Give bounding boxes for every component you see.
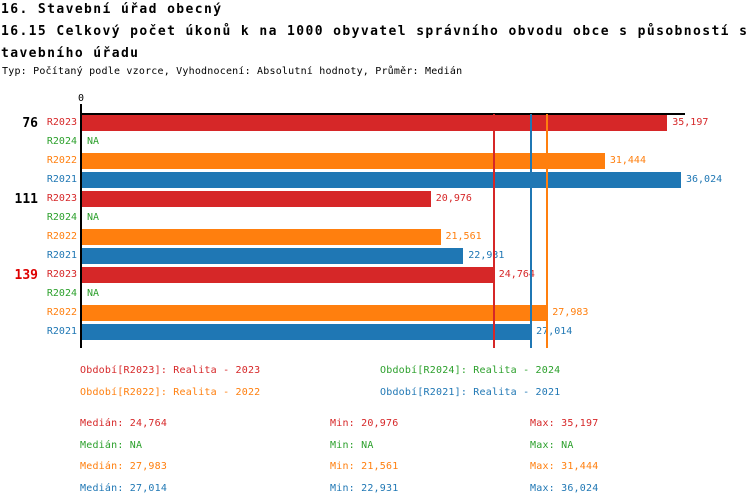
stat-min-r2023: Min: 20,976 [330,418,399,429]
series-row-label: R2023 [46,117,77,128]
stat-min-r2022: Min: 21,561 [330,461,399,472]
series-row-label: R2024 [46,288,77,299]
bar-r2022 [82,305,548,321]
series-row-label: R2021 [46,174,77,185]
bar-r2021 [82,248,464,264]
median-line-r2021 [530,114,533,348]
stat-median-r2022: Medián: 27,983 [80,461,168,472]
series-row-label: R2024 [46,212,77,223]
group-number: 111 [14,192,38,207]
median-line-r2022 [546,114,549,348]
series-row-label: R2022 [46,155,77,166]
bar-value-label: 27,014 [536,326,573,337]
stat-median-r2021: Medián: 27,014 [80,483,168,494]
bar-value-label: 22,931 [468,250,505,261]
bar-value-label: 36,024 [686,174,723,185]
bar-value-label: 27,983 [552,307,589,318]
series-row-label: R2021 [46,250,77,261]
legend-item-r2024: Období[R2024]: Realita - 2024 [380,365,561,376]
series-row-label: R2021 [46,326,77,337]
na-value-label: NA [87,212,100,223]
bar-r2021 [82,324,532,340]
bar-value-label: 35,197 [672,117,709,128]
series-row-label: R2023 [46,269,77,280]
legend-item-r2022: Období[R2022]: Realita - 2022 [80,387,261,398]
stat-min-r2021: Min: 22,931 [330,483,399,494]
legend-item-r2023: Období[R2023]: Realita - 2023 [80,365,261,376]
legend-item-r2021: Období[R2021]: Realita - 2021 [380,387,561,398]
na-value-label: NA [87,288,100,299]
stat-median-r2024: Medián: NA [80,440,143,451]
x-axis-line [81,113,685,115]
stat-max-r2021: Max: 36,024 [530,483,599,494]
bar-r2022 [82,153,605,169]
bar-value-label: 24,764 [498,269,535,280]
bar-r2023 [82,191,431,207]
stat-max-r2023: Max: 35,197 [530,418,599,429]
series-row-label: R2024 [46,136,77,147]
bar-value-label: 21,561 [445,231,482,242]
y-axis-line [80,104,82,348]
stat-max-r2024: Max: NA [530,440,574,451]
group-number: 139 [14,268,38,283]
stat-min-r2024: Min: NA [330,440,374,451]
bar-r2021 [82,172,681,188]
series-row-label: R2023 [46,193,77,204]
indicator-meta: Typ: Počítaný podle vzorce, Vyhodnocení:… [2,66,463,77]
indicator-title-line-2: tavebního úřadu [1,46,140,61]
group-number: 76 [22,116,38,131]
na-value-label: NA [87,136,100,147]
stat-median-r2023: Medián: 24,764 [80,418,168,429]
indicator-title-line-1: 16.15 Celkový počet úkonů k na 1000 obyv… [1,24,749,39]
series-row-label: R2022 [46,307,77,318]
section-title: 16. Stavební úřad obecný [1,2,223,17]
median-line-r2023 [492,114,495,348]
bar-r2023 [82,267,494,283]
stat-max-r2022: Max: 31,444 [530,461,599,472]
bar-value-label: 31,444 [609,155,646,166]
series-row-label: R2022 [46,231,77,242]
x-axis-zero-tick-label: 0 [77,93,85,104]
bar-r2022 [82,229,441,245]
bar-value-label: 20,976 [435,193,472,204]
bar-r2023 [82,115,668,131]
